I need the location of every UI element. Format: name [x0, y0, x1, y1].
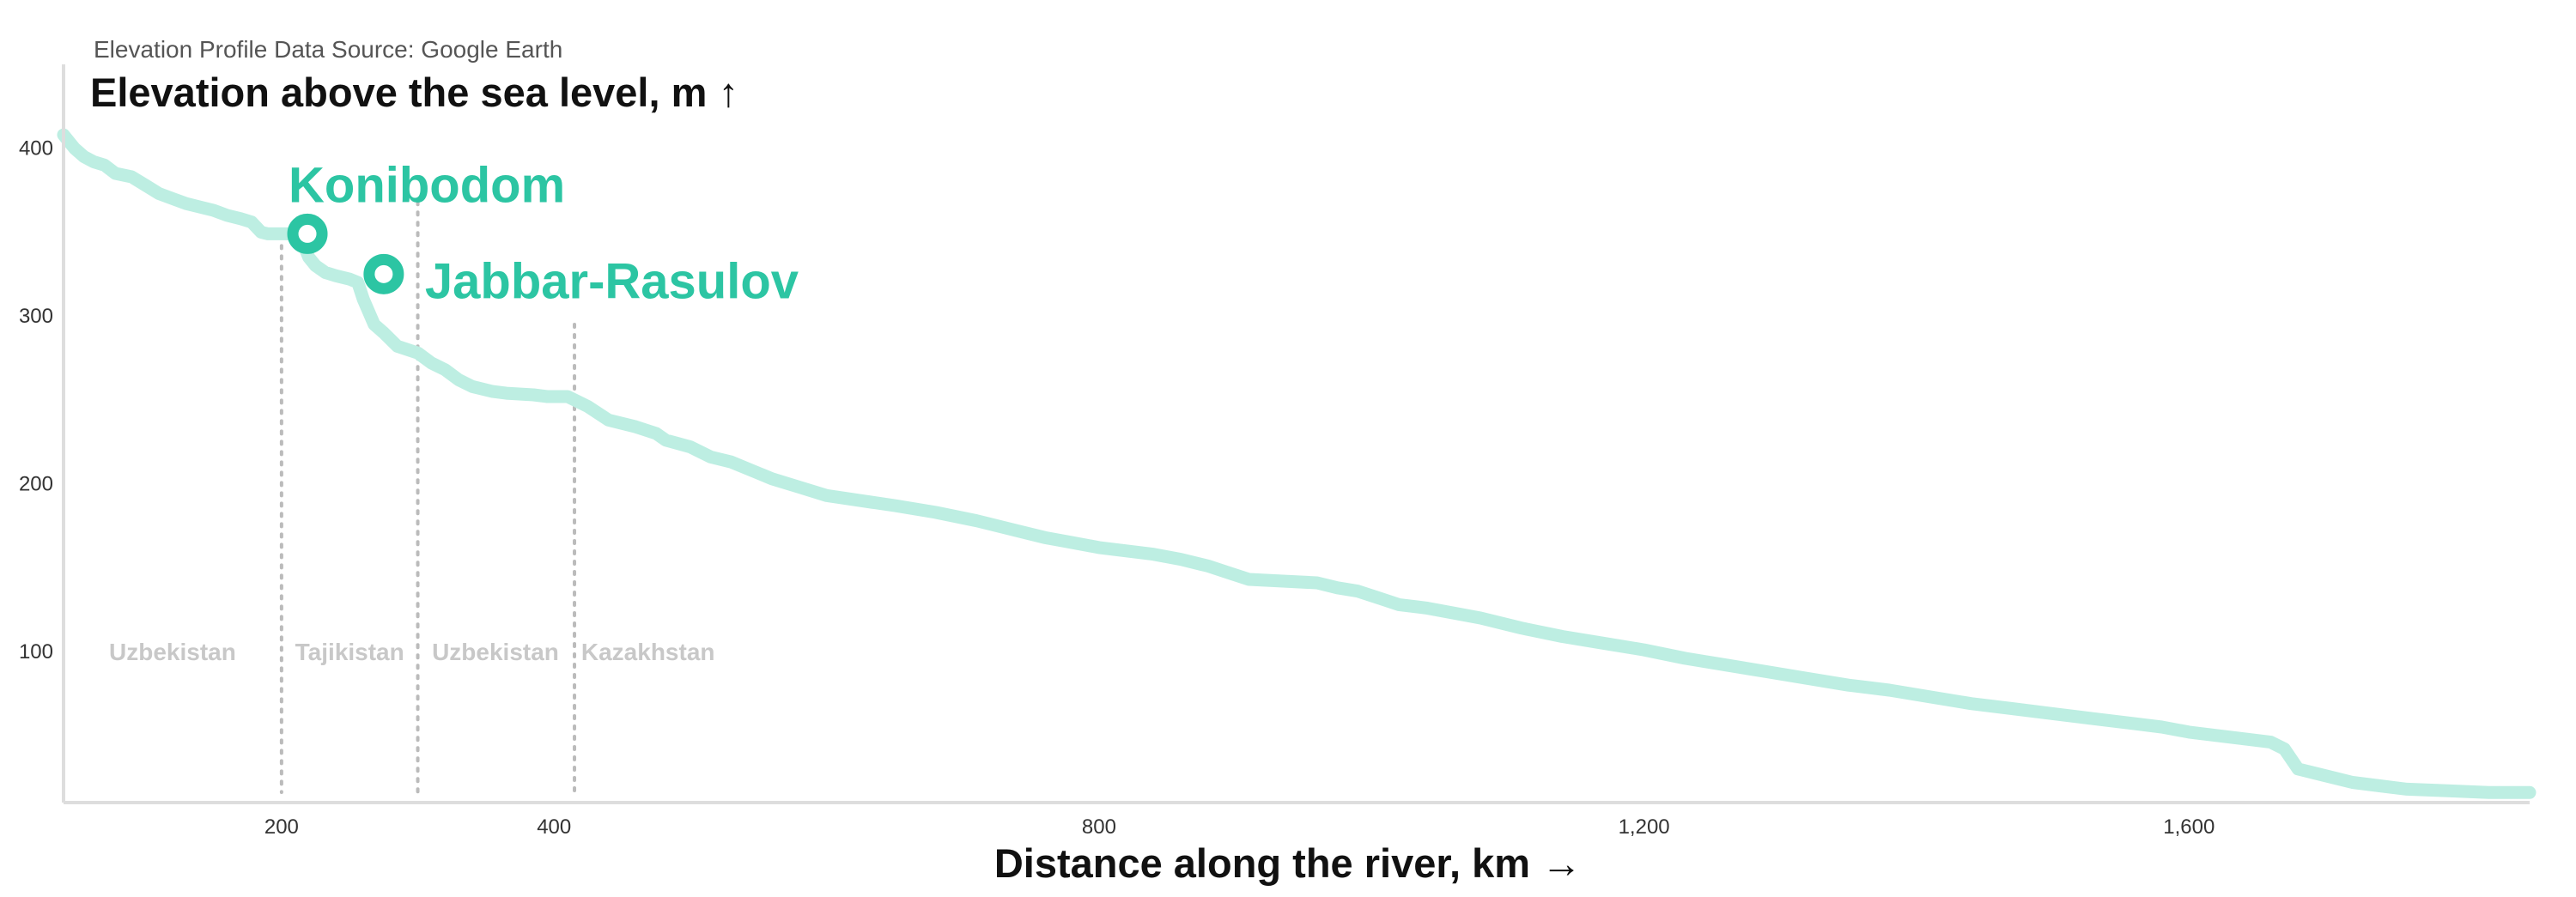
x-tick-label: 800	[1082, 815, 1116, 839]
country-label: Uzbekistan	[109, 639, 236, 665]
y-tick-label: 400	[19, 137, 53, 161]
elevation-line	[57, 128, 2537, 799]
country-label: Kazakhstan	[581, 639, 715, 665]
city-marker-jabbar-rasulov	[363, 253, 404, 294]
data-source-note: Elevation Profile Data Source: Google Ea…	[94, 36, 563, 63]
y-axis-ticks: 100 200 300 400	[19, 137, 53, 664]
border-dividers	[279, 200, 577, 794]
country-labels: Uzbekistan Tajikistan Uzbekistan Kazakhstan	[109, 639, 714, 665]
x-axis-title: Distance along the river, km →	[993, 840, 1583, 886]
x-tick-label: 1,600	[2163, 815, 2215, 839]
x-axis-ticks: 200 400 800 1,200 1,600	[264, 815, 2215, 839]
y-tick-label: 100	[19, 640, 53, 664]
x-tick-label: 200	[264, 815, 299, 839]
x-tick-label: 400	[537, 815, 571, 839]
city-label-jabbar-rasulov: Jabbar-Rasulov	[425, 253, 799, 309]
city-markers: Konibodom Jabbar-Rasulov	[287, 157, 799, 309]
x-tick-label: 1,200	[1619, 815, 1670, 839]
y-tick-label: 300	[19, 305, 53, 328]
y-axis-title: Elevation above the sea level, m ↑	[90, 70, 738, 115]
city-label-konibodom: Konibodom	[289, 157, 565, 213]
y-tick-label: 200	[19, 473, 53, 496]
city-marker-konibodom	[287, 213, 328, 254]
country-label: Tajikistan	[295, 639, 404, 665]
country-label: Uzbekistan	[432, 639, 559, 665]
